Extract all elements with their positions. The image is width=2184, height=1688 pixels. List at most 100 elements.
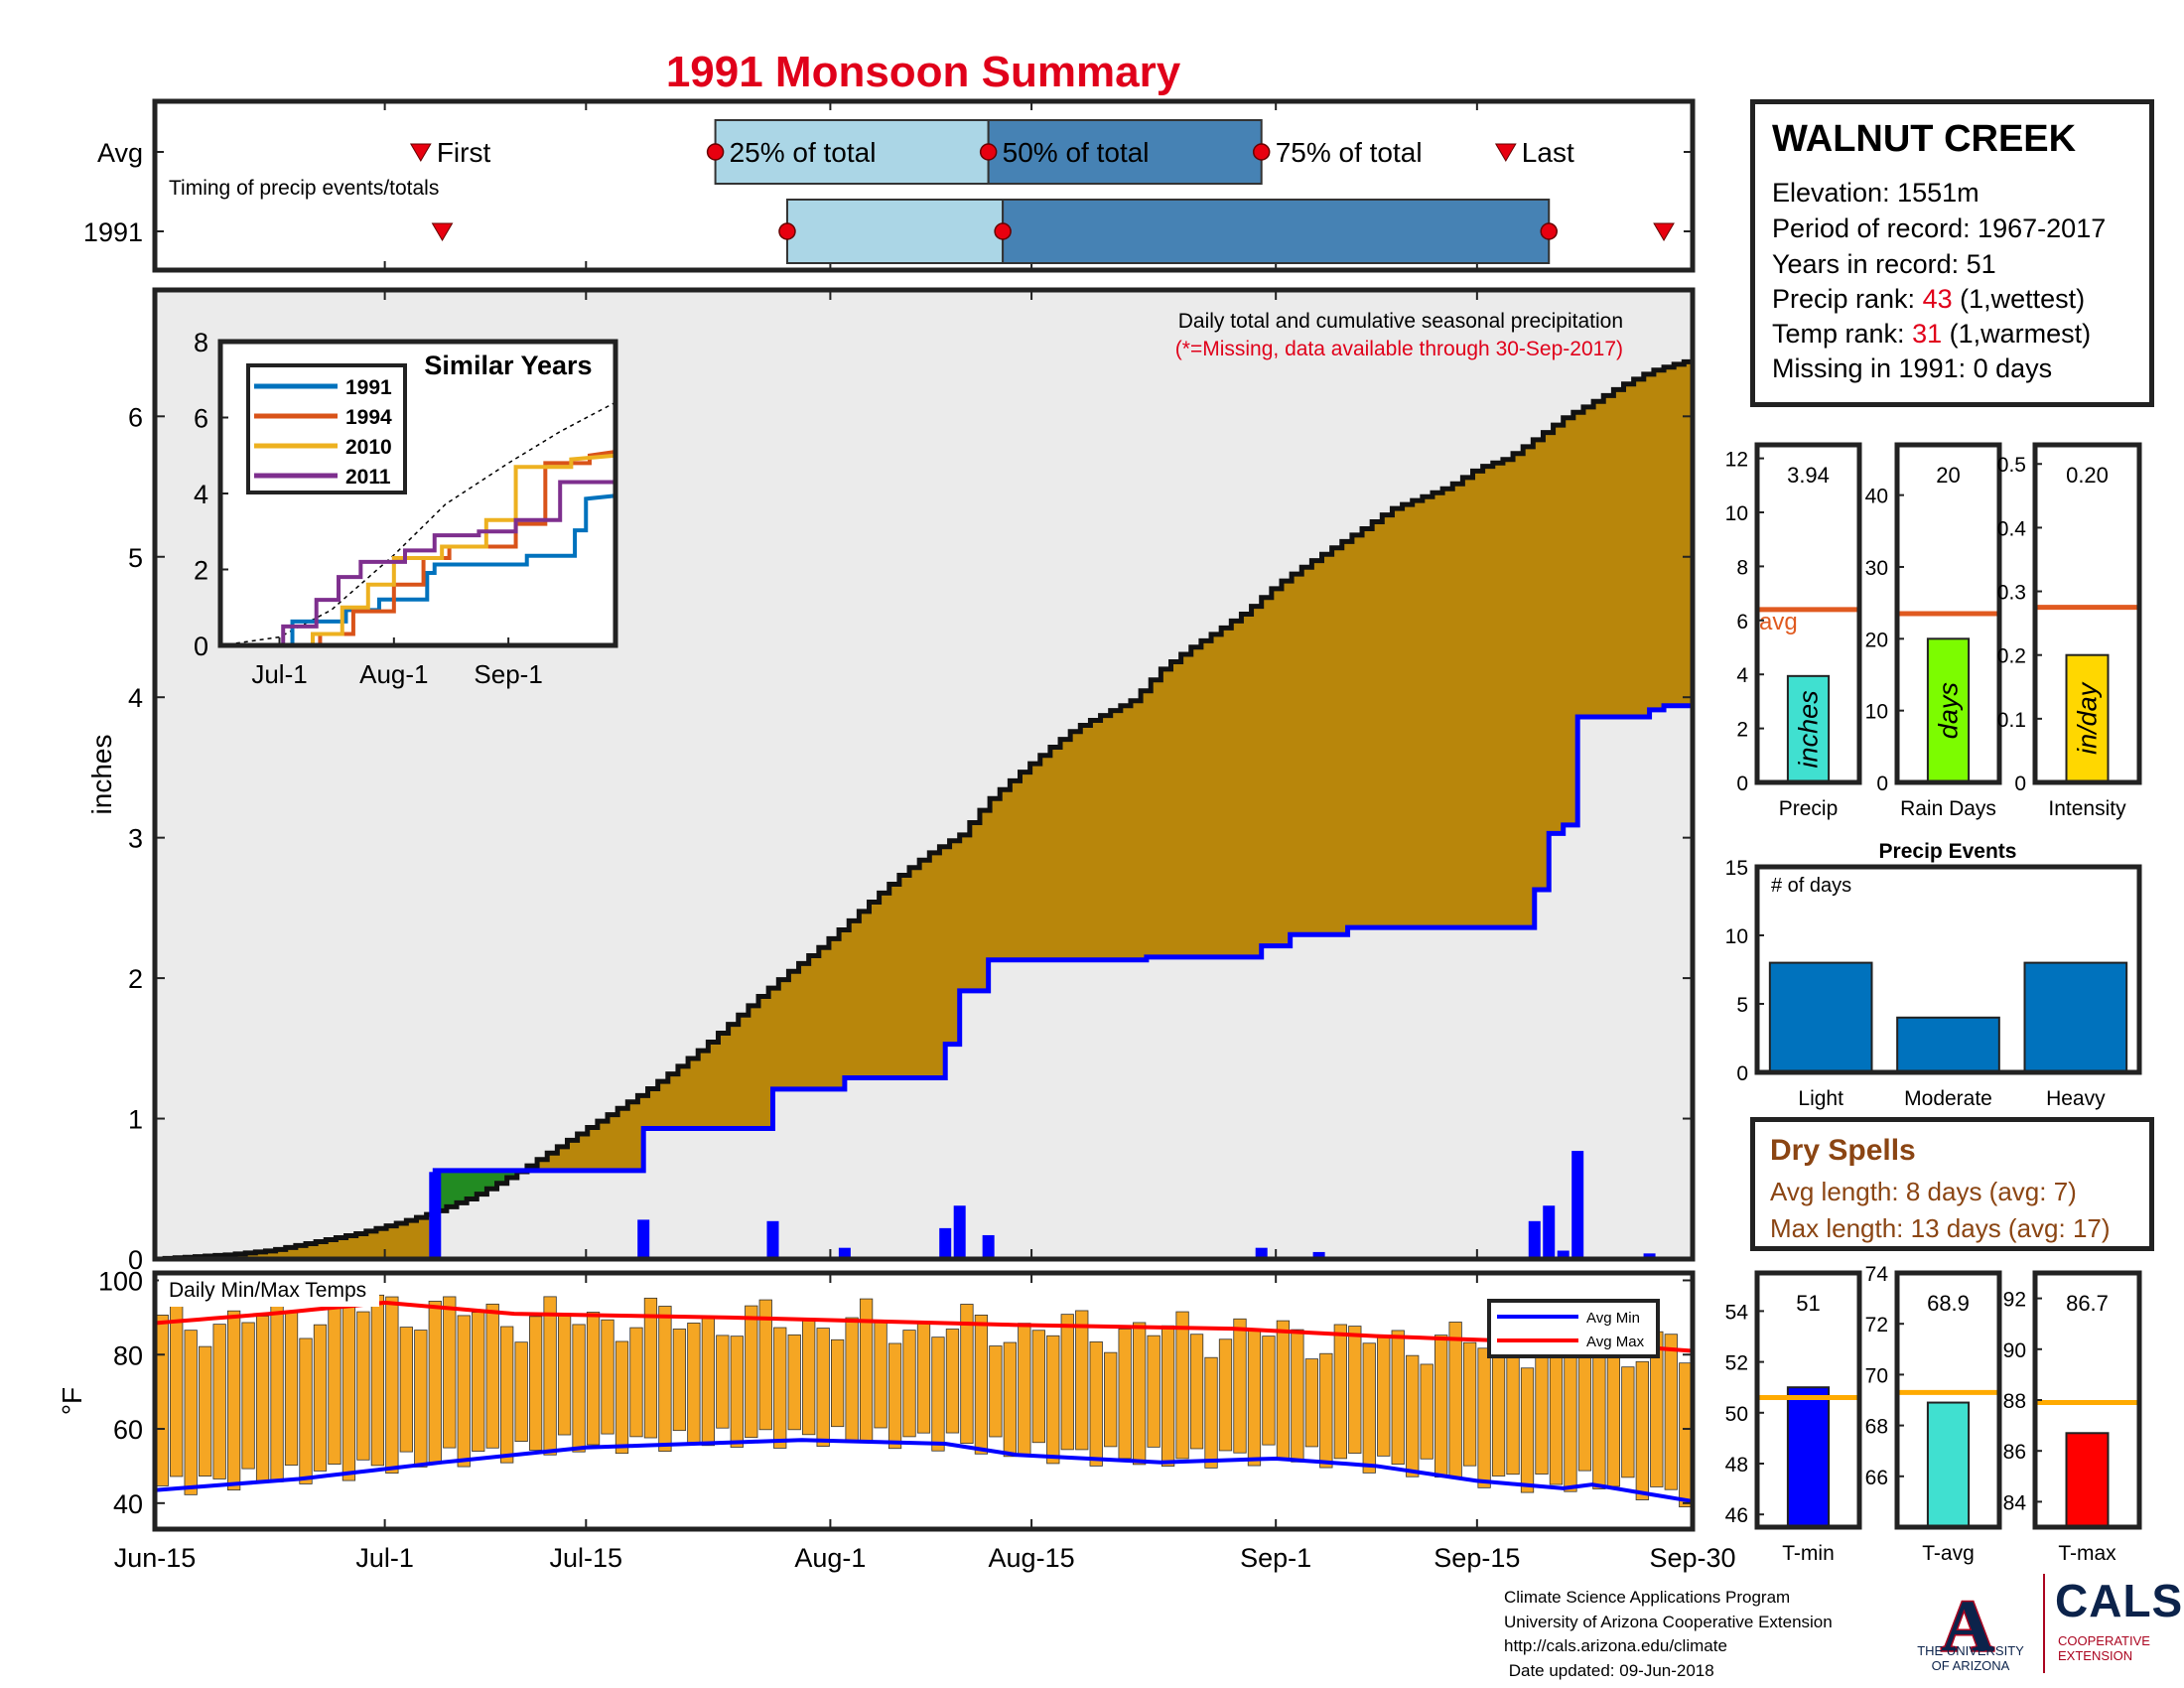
daily-temp-bar: [1160, 1325, 1175, 1468]
precip-ylabel: inches: [86, 735, 117, 815]
daily-temp-bar: [428, 1301, 442, 1464]
precip-stat-bar: [1926, 637, 1971, 783]
precip-ytick-label: 6: [128, 402, 143, 432]
precip-stat-avg-label: avg: [1759, 609, 1798, 635]
precip-stat-ytick-label: 10: [1725, 502, 1748, 525]
precip-stat-ytick-label: 0.5: [1997, 454, 2026, 477]
temp-stat-value: 68.9: [1927, 1291, 1970, 1316]
daily-temp-bar: [514, 1341, 528, 1442]
daily-temp-bar: [184, 1330, 198, 1495]
precip-stat-ytick-label: 0.4: [1997, 517, 2027, 540]
precip-stat-value: 3.94: [1787, 463, 1830, 488]
temps-panel: 40 60 80 100 Jun-15 Jul-1 Jul-15 Aug-1 Aug-15 Sep…: [57, 1266, 1736, 1573]
daily-temp-bar: [155, 1315, 169, 1486]
temps-ylabel: °F: [57, 1387, 87, 1415]
station-name: WALNUT CREEK: [1772, 118, 2077, 160]
timing-box-lower: [714, 119, 990, 185]
inset-xtick-label: Sep-1: [474, 659, 542, 689]
temps-xtick-label: Sep-1: [1240, 1543, 1311, 1573]
svg-text:A: A: [1941, 1586, 1993, 1667]
daily-temp-bar: [787, 1334, 801, 1431]
daily-temp-bar: [1218, 1338, 1233, 1452]
events-frame: [1754, 864, 2142, 1075]
daily-temp-bar: [226, 1310, 241, 1491]
events-category-label: Light: [1798, 1087, 1843, 1110]
precip-events-panel: Light Moderate Heavy 0 5 10 15 Precip Events # o…: [1725, 840, 2142, 1110]
daily-temp-bar: [773, 1327, 787, 1449]
temp-stat-ytick-label: 46: [1725, 1504, 1748, 1527]
temps-title-bg: [159, 1277, 379, 1307]
daily-temp-bar: [586, 1312, 601, 1446]
ua-wordmark-line-1: THE UNIVERSITY: [1917, 1643, 2024, 1658]
timing-event-marker: [409, 143, 432, 162]
temps-legend-min: Avg Min: [1586, 1310, 1640, 1327]
precip-stat-ytick-label: 12: [1725, 449, 1748, 472]
temps-xtick-label: Sep-30: [1649, 1543, 1735, 1573]
avg-max-line: [154, 1300, 1694, 1353]
daily-temp-bar: [643, 1297, 658, 1439]
timing-event-marker: [1494, 143, 1517, 162]
precip-stat-unit: in/day: [2073, 681, 2103, 755]
daily-temp-bar: [1434, 1335, 1448, 1478]
logo-divider: [2043, 1574, 2045, 1673]
timing-label-25: 25% of total: [730, 137, 877, 168]
timing-quantile-marker: [706, 143, 725, 161]
daily-temp-bar: [1204, 1356, 1218, 1469]
events-ytick-label: 15: [1725, 857, 1748, 880]
timing-row-label-year: 1991: [83, 217, 143, 247]
events-ylabel-note: # of days: [1771, 875, 1851, 897]
daily-temp-bar: [472, 1312, 485, 1452]
daily-precip-bar: [939, 1227, 952, 1259]
temp-rank-label: Temp rank:: [1772, 319, 1913, 349]
inset-ytick-label: 8: [194, 328, 208, 357]
inset-xtick-label: Aug-1: [359, 659, 428, 689]
inset-avg-line: [219, 401, 616, 646]
ua-wordmark-line-2: OF ARIZONA: [1931, 1658, 2010, 1673]
inset-ytick-label: 4: [194, 480, 208, 509]
daily-precip-bar: [982, 1234, 995, 1259]
temps-title: Daily Min/Max Temps: [169, 1279, 366, 1302]
daily-temp-bar: [1233, 1318, 1247, 1454]
daily-temp-bar: [313, 1324, 328, 1472]
daily-temp-bar: [572, 1324, 586, 1453]
similar-years-inset: 0 2 4 6 8 Jul-1 Aug-1 Sep-1 Similar Years 1991 199…: [194, 328, 618, 689]
temp-stat-ytick-label: 54: [1725, 1301, 1749, 1324]
dry-spells-avg: Avg length: 8 days (avg: 7): [1770, 1177, 2077, 1206]
temps-ytick-label: 40: [113, 1489, 143, 1519]
temps-legend-max: Avg Max: [1586, 1334, 1645, 1350]
temp-stat-ytick-label: 74: [1865, 1263, 1889, 1286]
daily-temp-bar: [1362, 1342, 1376, 1474]
daily-temp-bar: [1118, 1328, 1132, 1460]
events-ytick-label: 10: [1725, 925, 1748, 948]
timing-row-label-avg: Avg: [97, 138, 143, 168]
daily-temp-bar: [370, 1294, 385, 1467]
inset-legend-label: 2011: [345, 466, 391, 489]
precip-stat-ytick-label: 6: [1736, 611, 1748, 633]
daily-temp-bar: [1448, 1322, 1462, 1478]
daily-temp-bar: [845, 1317, 859, 1444]
daily-temp-bar: [199, 1345, 212, 1477]
daily-temp-bar: [745, 1305, 758, 1439]
temps-xtick-label: Jul-15: [550, 1543, 623, 1573]
precip-stat-frame: [1754, 442, 1862, 785]
precip-stat-ytick-label: 0: [2014, 773, 2026, 795]
precip-stat-panel-2: 20 days 0 10 20 30 40 Rain Days: [1865, 442, 2002, 820]
temp-stat-label: T-min: [1782, 1542, 1835, 1565]
temp-stat-bar: [1926, 1401, 1971, 1529]
daily-temp-bar: [1348, 1326, 1362, 1454]
precip-title: Daily total and cumulative seasonal prec…: [1178, 310, 1623, 333]
inset-ytick-label: 0: [194, 632, 208, 661]
daily-temp-bar: [414, 1330, 428, 1468]
inset-legend-label: 1991: [345, 376, 392, 399]
dry-spells-box: Dry Spells Avg length: 8 days (avg: 7) M…: [1750, 1117, 2154, 1251]
temp-stat-ytick-label: 88: [2003, 1390, 2026, 1413]
precip-stat-label: Intensity: [2048, 797, 2126, 820]
temp-stat-panel-1: 51 46 48 50 52 54 T-min: [1725, 1270, 1862, 1565]
daily-temp-bar: [1133, 1322, 1147, 1466]
daily-temp-bar: [1189, 1334, 1204, 1450]
station-period: Period of record: 1967-2017: [1772, 213, 2107, 243]
daily-temp-bar: [989, 1345, 1003, 1438]
precip-stat-ytick-label: 0.3: [1997, 582, 2026, 605]
timing-event-marker: [431, 222, 454, 241]
daily-temp-bar: [960, 1304, 974, 1444]
